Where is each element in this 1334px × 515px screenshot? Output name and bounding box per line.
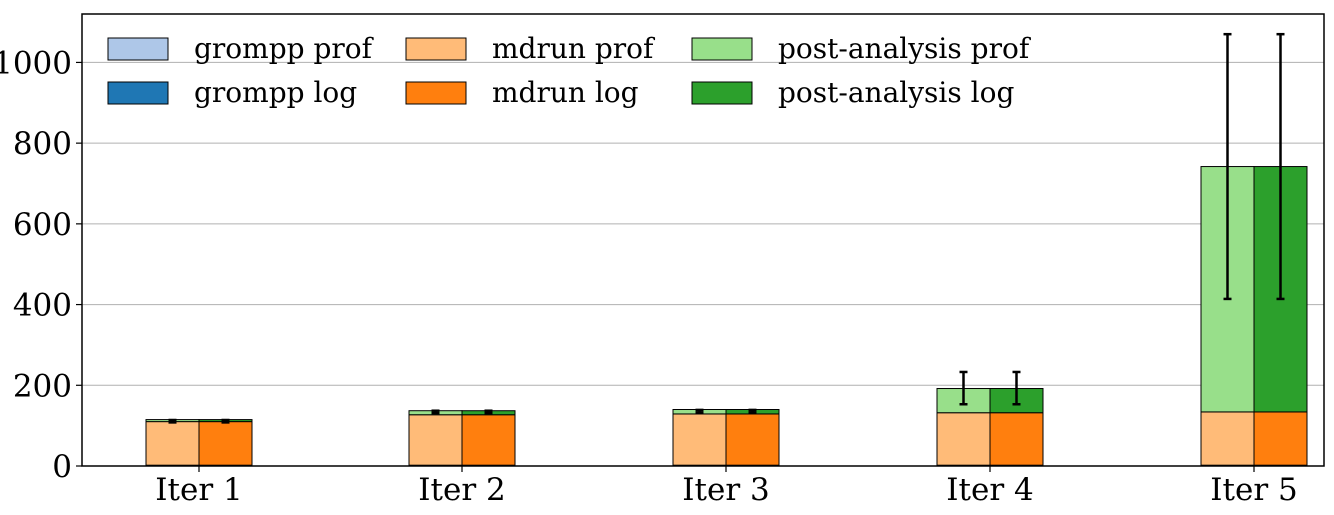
x-axis: Iter 1 Iter 2 Iter 3 Iter 4 Iter 5	[155, 466, 1298, 508]
bar-mdrun-prof	[145, 421, 200, 466]
bar-mdrun-prof	[672, 413, 727, 466]
plot-frame	[81, 13, 1325, 467]
error-bars	[168, 32, 1285, 424]
bar-mdrun-log	[461, 414, 516, 466]
bar-mdrun-prof	[936, 412, 991, 466]
y-tick-label: 800	[13, 126, 72, 162]
bar-mdrun-log	[989, 412, 1044, 466]
y-tick-label: 200	[13, 368, 72, 404]
bars	[145, 166, 1308, 467]
y-tick-label: 600	[13, 207, 72, 243]
legend-swatch	[405, 81, 467, 105]
legend-label: grompp log	[194, 76, 357, 109]
legend-label: mdrun log	[492, 76, 639, 109]
legend: grompp prof grompp log mdrun prof mdrun log…	[107, 32, 1032, 109]
legend-swatch	[691, 37, 753, 61]
x-tick-label: Iter 2	[418, 472, 505, 508]
y-axis: 0 200 400 600 800 1000	[0, 45, 82, 485]
bar-mdrun-log	[198, 421, 253, 466]
bar-mdrun-prof	[408, 414, 463, 466]
x-tick-label: Iter 4	[946, 472, 1033, 508]
y-tick-label: 0	[52, 449, 72, 485]
y-tick-label: 1000	[0, 45, 72, 81]
legend-label: mdrun prof	[492, 32, 656, 65]
y-tick-label: 400	[13, 288, 72, 324]
x-tick-label: Iter 5	[1210, 472, 1297, 508]
bar-mdrun-prof	[1200, 411, 1255, 466]
bar-mdrun-log	[725, 413, 780, 466]
legend-swatch	[405, 37, 467, 61]
bar-mdrun-log	[1253, 411, 1308, 466]
legend-swatch	[107, 81, 169, 105]
legend-label: grompp prof	[194, 32, 375, 65]
x-tick-label: Iter 1	[155, 472, 242, 508]
legend-swatch	[691, 81, 753, 105]
legend-label: post-analysis log	[778, 76, 1014, 109]
legend-label: post-analysis prof	[778, 32, 1032, 65]
legend-swatch	[107, 37, 169, 61]
grid-lines	[82, 61, 1324, 386]
x-tick-label: Iter 3	[682, 472, 769, 508]
